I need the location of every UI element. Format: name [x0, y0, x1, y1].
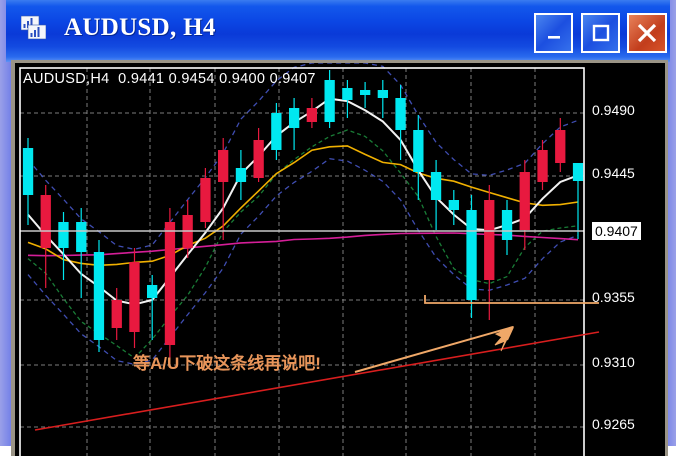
svg-text:等A/U下破这条线再说吧!: 等A/U下破这条线再说吧! [133, 353, 321, 373]
